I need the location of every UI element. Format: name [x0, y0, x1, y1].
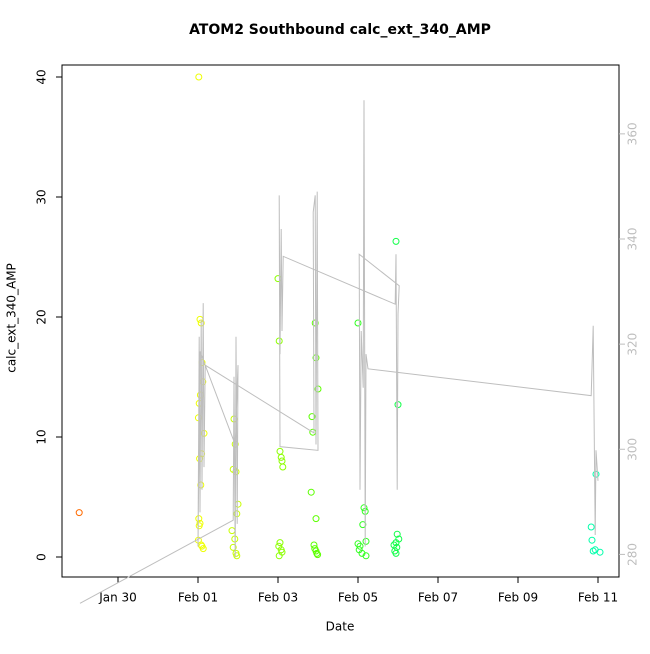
- y-tick-label: 10: [35, 429, 49, 444]
- point: [596, 548, 604, 556]
- plot-frame: [61, 64, 620, 578]
- point: [279, 463, 287, 471]
- x-tick-label: Feb 11: [578, 591, 618, 605]
- y2-tick-label: 300: [626, 438, 640, 461]
- point: [275, 552, 283, 560]
- y2-tick-label: 340: [626, 228, 640, 251]
- point: [275, 542, 283, 550]
- point: [314, 551, 322, 559]
- point: [197, 481, 205, 489]
- x-tick-label: Feb 09: [498, 591, 538, 605]
- point: [392, 237, 400, 245]
- point: [393, 530, 401, 538]
- y2-tick-label: 360: [626, 122, 640, 145]
- point: [392, 549, 400, 557]
- point: [360, 504, 368, 512]
- point: [199, 545, 207, 553]
- point: [229, 543, 237, 551]
- y2-tick-label: 320: [626, 333, 640, 356]
- point: [362, 537, 370, 545]
- y-tick-label: 0: [35, 553, 49, 561]
- point: [588, 536, 596, 544]
- point: [310, 541, 318, 549]
- point: [356, 542, 364, 550]
- point: [276, 539, 284, 547]
- y-tick-label: 20: [35, 309, 49, 324]
- x-tick-label: Feb 05: [338, 591, 378, 605]
- chart-title: ATOM2 Southbound calc_ext_340_AMP: [189, 22, 491, 38]
- point: [362, 552, 370, 560]
- point: [233, 552, 241, 560]
- y-tick-label: 40: [35, 69, 49, 84]
- point: [313, 549, 321, 557]
- point: [75, 509, 83, 517]
- x-tick-label: Feb 01: [178, 591, 218, 605]
- point: [308, 413, 316, 421]
- point: [589, 547, 597, 555]
- x-tick-label: Jan 30: [98, 591, 137, 605]
- point: [354, 319, 362, 327]
- y2-tick-label: 280: [626, 543, 640, 566]
- x-tick-label: Feb 03: [258, 591, 298, 605]
- line-series: [79, 100, 599, 604]
- point: [587, 523, 595, 531]
- y-axis-label: calc_ext_340_AMP: [5, 263, 19, 373]
- point: [312, 515, 320, 523]
- x-tick-label: Feb 07: [418, 591, 458, 605]
- x-axis-label: Date: [326, 620, 355, 634]
- point: [307, 488, 315, 496]
- point: [195, 522, 203, 530]
- point: [195, 73, 203, 81]
- point: [359, 521, 367, 529]
- y-tick-label: 30: [35, 189, 49, 204]
- point: [277, 453, 285, 461]
